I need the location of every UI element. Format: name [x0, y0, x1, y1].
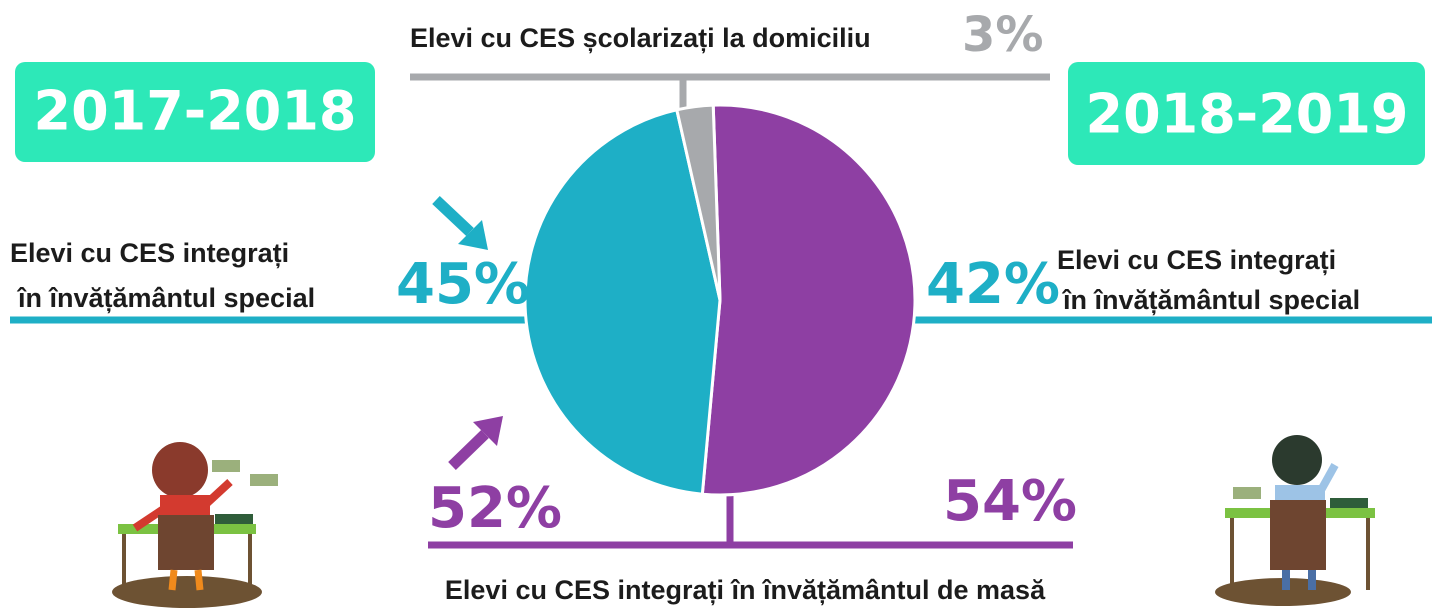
category-label: în învățământul special [1061, 285, 1360, 315]
value-label: 54% [943, 469, 1077, 534]
category-label: Elevi cu CES integrați [1057, 245, 1336, 275]
category-label: Elevi cu CES școlarizați la domiciliu [410, 23, 871, 53]
infographic: 2017-2018 2018-2019 Elevi cu CES școlari… [0, 0, 1432, 611]
category-label: Elevi cu CES integrați în învățământul d… [445, 575, 1046, 605]
year-label: 2017-2018 [34, 80, 357, 143]
illustration [112, 442, 278, 608]
arrow [436, 200, 503, 466]
pie [525, 105, 915, 495]
category-label: Elevi cu CES integrați [10, 238, 289, 268]
value-label: 52% [428, 476, 562, 541]
value-label: 45% [396, 252, 530, 317]
year-label: 2018-2019 [1086, 83, 1409, 146]
value-label: 42% [926, 252, 1060, 317]
illustration [1215, 435, 1375, 606]
value-label: 3% [962, 7, 1044, 63]
category-label: în învățământul special [16, 283, 315, 313]
pie-slice [702, 105, 915, 495]
